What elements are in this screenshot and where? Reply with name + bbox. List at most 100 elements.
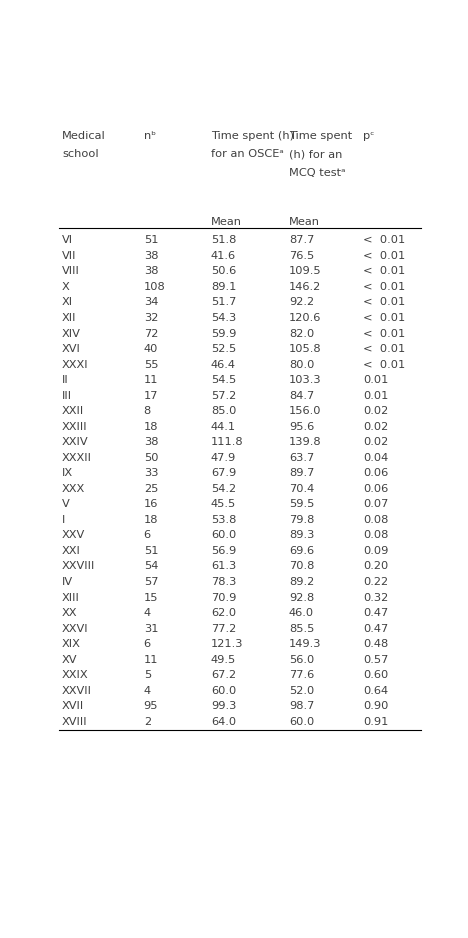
Text: 55: 55 [144, 359, 158, 370]
Text: 105.8: 105.8 [289, 344, 322, 354]
Text: 95.6: 95.6 [289, 422, 314, 431]
Text: Time spent: Time spent [289, 130, 352, 141]
Text: 11: 11 [144, 375, 158, 386]
Text: 139.8: 139.8 [289, 437, 322, 447]
Text: 46.0: 46.0 [289, 608, 314, 618]
Text: 6: 6 [144, 530, 151, 540]
Text: 32: 32 [144, 313, 158, 323]
Text: 79.8: 79.8 [289, 515, 314, 525]
Text: 47.9: 47.9 [211, 453, 236, 462]
Text: 38: 38 [144, 250, 158, 261]
Text: XXIX: XXIX [62, 670, 89, 680]
Text: 70.8: 70.8 [289, 562, 314, 571]
Text: 38: 38 [144, 266, 158, 277]
Text: 95: 95 [144, 702, 158, 711]
Text: 67.9: 67.9 [211, 468, 236, 478]
Text: 31: 31 [144, 624, 158, 633]
Text: nᵇ: nᵇ [144, 130, 156, 141]
Text: 51.7: 51.7 [211, 297, 236, 308]
Text: school: school [62, 149, 99, 159]
Text: XXXII: XXXII [62, 453, 92, 462]
Text: 120.6: 120.6 [289, 313, 321, 323]
Text: 54.2: 54.2 [211, 484, 236, 493]
Text: 60.0: 60.0 [211, 686, 236, 696]
Text: 67.2: 67.2 [211, 670, 236, 680]
Text: XXVI: XXVI [62, 624, 89, 633]
Text: 41.6: 41.6 [211, 250, 236, 261]
Text: 60.0: 60.0 [211, 530, 236, 540]
Text: 52.0: 52.0 [289, 686, 314, 696]
Text: 0.02: 0.02 [363, 422, 388, 431]
Text: 0.64: 0.64 [363, 686, 388, 696]
Text: 103.3: 103.3 [289, 375, 322, 386]
Text: 8: 8 [144, 406, 151, 416]
Text: XXVII: XXVII [62, 686, 92, 696]
Text: 0.32: 0.32 [363, 593, 388, 602]
Text: 52.5: 52.5 [211, 344, 236, 354]
Text: 84.7: 84.7 [289, 390, 314, 401]
Text: 57: 57 [144, 577, 158, 587]
Text: <  0.01: < 0.01 [363, 266, 405, 277]
Text: 87.7: 87.7 [289, 235, 314, 246]
Text: 6: 6 [144, 639, 151, 649]
Text: Mean: Mean [289, 217, 320, 227]
Text: 33: 33 [144, 468, 158, 478]
Text: <  0.01: < 0.01 [363, 235, 405, 246]
Text: 51: 51 [144, 546, 158, 556]
Text: 89.2: 89.2 [289, 577, 314, 587]
Text: 54: 54 [144, 562, 158, 571]
Text: for an OSCEᵃ: for an OSCEᵃ [211, 149, 284, 159]
Text: 56.0: 56.0 [289, 655, 314, 665]
Text: 51.8: 51.8 [211, 235, 236, 246]
Text: 25: 25 [144, 484, 158, 493]
Text: 50: 50 [144, 453, 158, 462]
Text: VIII: VIII [62, 266, 80, 277]
Text: <  0.01: < 0.01 [363, 344, 405, 354]
Text: 17: 17 [144, 390, 158, 401]
Text: 59.9: 59.9 [211, 328, 236, 339]
Text: 60.0: 60.0 [289, 717, 314, 727]
Text: 82.0: 82.0 [289, 328, 314, 339]
Text: 111.8: 111.8 [211, 437, 243, 447]
Text: 0.90: 0.90 [363, 702, 388, 711]
Text: Mean: Mean [211, 217, 242, 227]
Text: <  0.01: < 0.01 [363, 282, 405, 292]
Text: XVIII: XVIII [62, 717, 88, 727]
Text: XXII: XXII [62, 406, 84, 416]
Text: 59.5: 59.5 [289, 499, 314, 509]
Text: 0.01: 0.01 [363, 375, 388, 386]
Text: 70.9: 70.9 [211, 593, 236, 602]
Text: 54.5: 54.5 [211, 375, 236, 386]
Text: 16: 16 [144, 499, 158, 509]
Text: 0.22: 0.22 [363, 577, 388, 587]
Text: 109.5: 109.5 [289, 266, 322, 277]
Text: 49.5: 49.5 [211, 655, 236, 665]
Text: 76.5: 76.5 [289, 250, 314, 261]
Text: XIX: XIX [62, 639, 81, 649]
Text: 0.47: 0.47 [363, 608, 388, 618]
Text: 85.0: 85.0 [211, 406, 236, 416]
Text: 45.5: 45.5 [211, 499, 236, 509]
Text: 0.02: 0.02 [363, 406, 388, 416]
Text: 0.47: 0.47 [363, 624, 388, 633]
Text: 0.91: 0.91 [363, 717, 388, 727]
Text: 89.1: 89.1 [211, 282, 236, 292]
Text: 121.3: 121.3 [211, 639, 243, 649]
Text: 0.01: 0.01 [363, 390, 388, 401]
Text: XXX: XXX [62, 484, 85, 493]
Text: 2: 2 [144, 717, 151, 727]
Text: MCQ testᵃ: MCQ testᵃ [289, 168, 345, 178]
Text: I: I [62, 515, 66, 525]
Text: 0.09: 0.09 [363, 546, 388, 556]
Text: Time spent (h): Time spent (h) [211, 130, 294, 141]
Text: XXXI: XXXI [62, 359, 89, 370]
Text: 98.7: 98.7 [289, 702, 314, 711]
Text: 92.8: 92.8 [289, 593, 314, 602]
Text: XXIII: XXIII [62, 422, 88, 431]
Text: 156.0: 156.0 [289, 406, 322, 416]
Text: 51: 51 [144, 235, 158, 246]
Text: XXV: XXV [62, 530, 85, 540]
Text: XIII: XIII [62, 593, 80, 602]
Text: 85.5: 85.5 [289, 624, 314, 633]
Text: <  0.01: < 0.01 [363, 359, 405, 370]
